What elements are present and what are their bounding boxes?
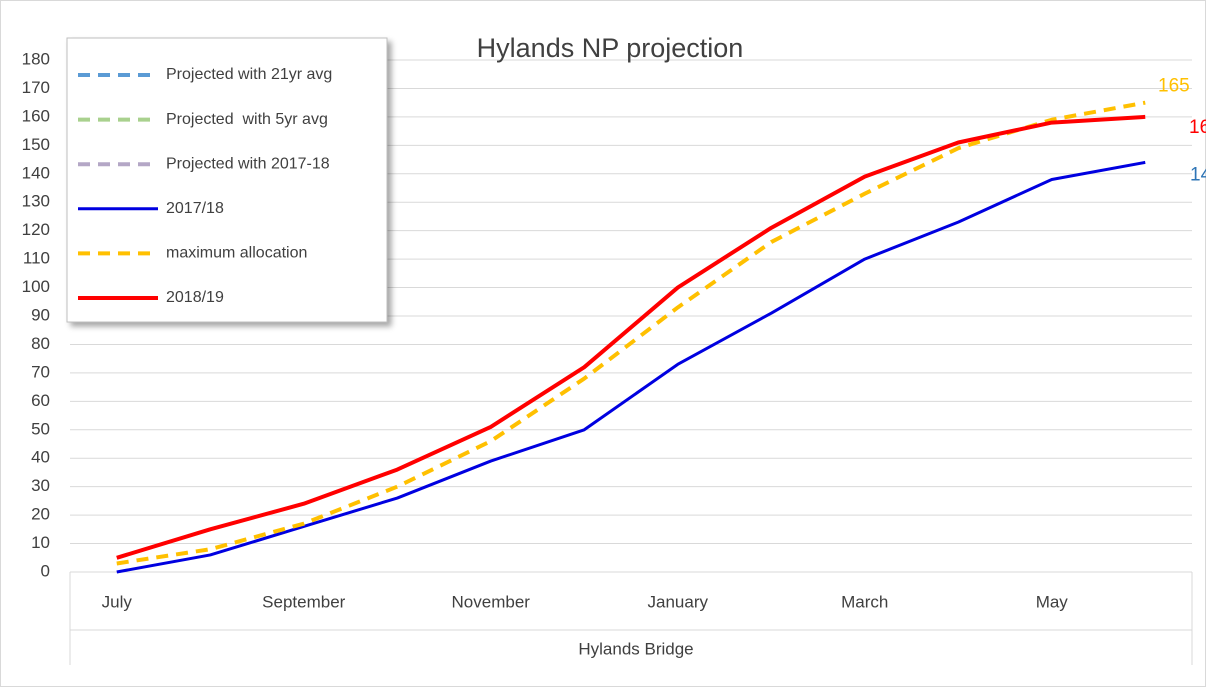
y-tick-label: 140 — [22, 163, 50, 182]
y-tick-label: 30 — [31, 476, 50, 495]
series-line — [116, 160, 1146, 574]
y-tick-label: 60 — [31, 391, 50, 410]
y-tick-label: 100 — [22, 277, 50, 296]
y-tick-label: 40 — [31, 448, 50, 467]
x-tick-label: January — [648, 592, 709, 611]
y-tick-label: 180 — [22, 49, 50, 68]
legend-box — [66, 37, 388, 323]
data-label: 160 — [1189, 117, 1206, 138]
x-tick-label: March — [841, 592, 888, 611]
legend-label: 2017/18 — [166, 200, 224, 217]
axes: 0 10 20 30 40 50 60 70 80 90 100 110 120 130 140 150 160… — [22, 49, 1193, 665]
y-tick-label: 150 — [22, 135, 50, 154]
y-tick-label: 0 — [41, 561, 50, 580]
y-tick-label: 70 — [31, 362, 50, 381]
chart-title: Hylands NP projection — [477, 33, 744, 63]
y-tick-label: 130 — [22, 192, 50, 211]
data-label: 165 — [1158, 76, 1190, 97]
legend-label: Projected with 21yr avg — [166, 66, 332, 83]
y-tick-label: 80 — [31, 334, 50, 353]
legend: Projected with 21yr avg Projected with 5y… — [78, 66, 332, 306]
legend-label: maximum allocation — [166, 245, 307, 262]
x-tick-label: November — [452, 592, 531, 611]
series-line — [116, 114, 1146, 560]
lines: 144 165 160 — [116, 76, 1206, 574]
legend-label: 2018/19 — [166, 289, 224, 306]
y-tick-label: 20 — [31, 505, 50, 524]
data-label: 144 — [1190, 164, 1206, 185]
y-tick-label: 170 — [22, 78, 50, 97]
y-tick-label: 160 — [22, 106, 50, 125]
y-tick-label: 90 — [31, 305, 50, 324]
x-tick-label: September — [262, 592, 345, 611]
y-tick-label: 50 — [31, 419, 50, 438]
legend-label: Projected with 2017-18 — [166, 155, 330, 172]
y-tick-label: 10 — [31, 533, 50, 552]
series-line — [116, 100, 1146, 566]
x-tick-label: July — [102, 592, 133, 611]
y-tick-label: 110 — [23, 249, 50, 268]
legend-label: Projected with 5yr avg — [166, 111, 328, 128]
x-tick-label: May — [1036, 592, 1069, 611]
y-tick-label: 120 — [22, 220, 50, 239]
x-axis-label: Hylands Bridge — [578, 639, 693, 658]
